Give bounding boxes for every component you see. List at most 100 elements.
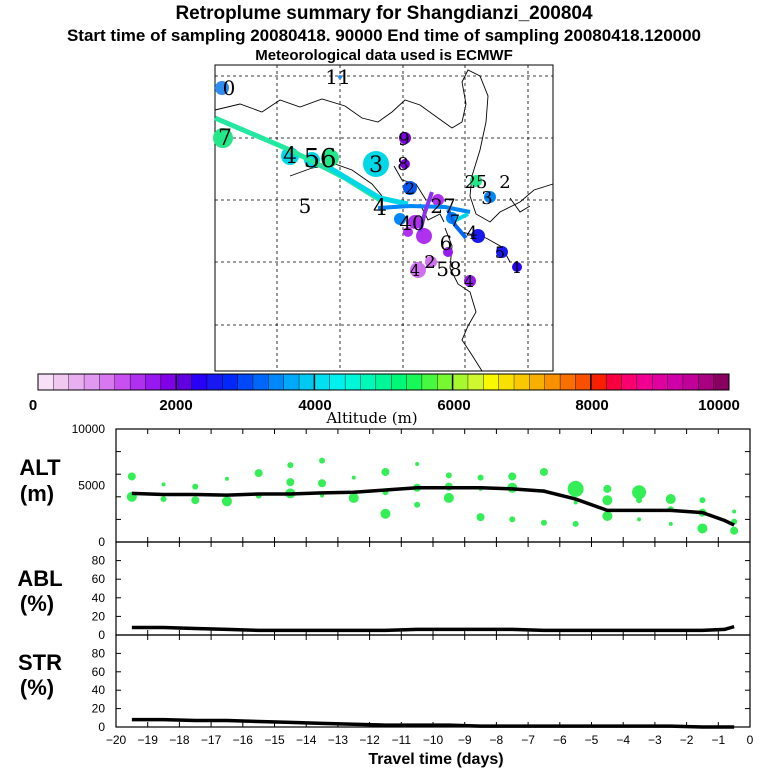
cluster-label: 7 <box>450 211 460 230</box>
alt-scatter-point <box>445 472 452 479</box>
cluster-label: 8 <box>397 154 408 175</box>
y-tick-label: 40 <box>92 591 106 605</box>
plume-cluster-dot <box>400 159 410 169</box>
cluster-label: 4 <box>410 261 420 280</box>
alt-scatter-point <box>539 467 548 476</box>
alt-scatter-point <box>602 511 613 522</box>
colorbar-tick-6000: 6000 <box>437 397 470 414</box>
str-series-line <box>131 717 735 729</box>
alt-scatter-point <box>160 496 167 503</box>
x-tick-label: −6 <box>553 733 567 747</box>
plume-cluster-dot <box>512 262 522 272</box>
colorbar-frame <box>37 373 730 391</box>
alt-scatter-point <box>637 517 642 522</box>
alt-scatter-point <box>567 480 584 497</box>
colorbar-cell <box>99 373 116 391</box>
alt-scatter-point <box>192 483 199 490</box>
x-tick-label: −5 <box>585 733 599 747</box>
colorbar-tick-2000: 2000 <box>159 397 192 414</box>
alt-scatter-point <box>477 474 484 481</box>
plume-cluster-dot <box>410 262 426 278</box>
y-tick-label: 80 <box>92 646 106 660</box>
alt-scatter-point <box>668 521 673 526</box>
str-ylabel-line2: (%) <box>20 675 54 700</box>
plume-cluster-dot <box>425 256 437 268</box>
cluster-label: 1 <box>512 258 522 277</box>
alt-scatter-point <box>443 492 454 503</box>
colorbar-cell <box>467 373 484 391</box>
y-tick-label: 40 <box>92 683 106 697</box>
colorbar-cell <box>652 373 669 391</box>
alt-scatter-point <box>540 519 547 526</box>
track-cyan-2 <box>455 212 469 222</box>
x-tick-label: −15 <box>264 733 285 747</box>
colorbar-cell <box>529 373 546 391</box>
y-tick-label: 20 <box>92 609 106 623</box>
y-tick-label: 60 <box>92 572 106 586</box>
abl-series-line <box>131 624 735 633</box>
track-purple <box>418 191 434 233</box>
alt-scatter-point <box>699 497 706 504</box>
plume-cluster-dot <box>321 149 339 167</box>
colorbar-cell <box>682 373 699 391</box>
y-tick-label: 60 <box>92 665 106 679</box>
x-tick-label: −7 <box>521 733 535 747</box>
plume-cluster-dot <box>213 128 233 148</box>
x-tick-label: −17 <box>201 733 222 747</box>
alt-scatter-point <box>348 492 359 503</box>
colorbar-cell <box>114 373 131 391</box>
cluster-label: 40 <box>399 211 424 235</box>
plume-cluster-dot <box>408 215 422 229</box>
alt-scatter-point <box>415 462 420 467</box>
cluster-label: 4 <box>373 196 387 221</box>
x-tick-label: −4 <box>616 733 630 747</box>
plume-cluster-dot <box>464 275 476 287</box>
colorbar-cell <box>222 373 239 391</box>
colorbar-cell <box>314 373 331 391</box>
track-cyan <box>328 165 409 207</box>
colorbar-cell <box>191 373 208 391</box>
alt-scatter-point <box>221 496 232 507</box>
alt-scatter-point <box>381 467 390 476</box>
colorbar-tick-10000: 10000 <box>698 397 740 414</box>
alt-scatter-point <box>603 484 612 493</box>
plume-centroid-tracks <box>214 115 471 240</box>
colorbar-cell <box>237 373 254 391</box>
alt-scatter-point <box>573 500 578 505</box>
y-tick-label: 0 <box>98 535 105 549</box>
cluster-label: 5 <box>299 194 312 218</box>
alt-scatter-point <box>161 482 166 487</box>
alt-panel-frame <box>115 428 751 543</box>
colorbar-cell <box>559 373 576 391</box>
alt-scatter-point <box>602 495 613 506</box>
x-axis-label: Travel time (days) <box>368 751 503 768</box>
cluster-label: 2 <box>405 179 415 198</box>
colorbar-cell <box>483 373 500 391</box>
chart-title: Retroplume summary for Shangdianzi_20080… <box>175 3 593 24</box>
abl-panel-frame <box>115 541 751 636</box>
y-tick-label: 80 <box>92 554 106 568</box>
x-tick-label: −12 <box>359 733 380 747</box>
alt-scatter-points <box>126 457 739 535</box>
x-tick-label: −14 <box>296 733 317 747</box>
colorbar-cell <box>575 373 592 391</box>
x-tick-label: −19 <box>138 733 159 747</box>
x-tick-label: −9 <box>458 733 472 747</box>
map-frame <box>214 64 554 372</box>
alt-scatter-point <box>191 496 200 505</box>
x-tick-label: −10 <box>423 733 444 747</box>
colorbar-cell <box>452 373 469 391</box>
colorbar-cell <box>283 373 300 391</box>
colorbar-cell <box>437 373 454 391</box>
plume-cluster-dot <box>471 229 485 243</box>
plume-cluster-dot <box>403 227 413 237</box>
cluster-label: 4 <box>283 144 297 169</box>
x-tick-label: −1 <box>711 733 725 747</box>
cluster-label: 7 <box>218 126 232 151</box>
colorbar-cell <box>252 373 269 391</box>
x-tick-label: −16 <box>233 733 254 747</box>
colorbar-cell <box>636 373 653 391</box>
